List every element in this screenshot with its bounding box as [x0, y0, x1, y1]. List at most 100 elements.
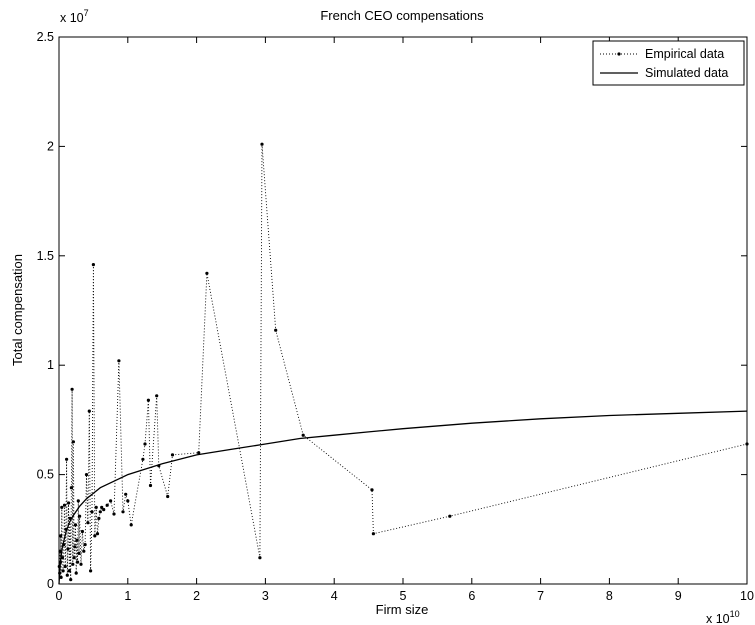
data-point-empirical: [59, 534, 63, 538]
x-tick-label: 4: [331, 589, 338, 603]
data-point-empirical: [93, 534, 97, 538]
data-point-empirical: [62, 503, 67, 507]
data-point-empirical: [68, 516, 72, 521]
y-tick-label: 1: [47, 358, 54, 372]
data-point-empirical: [94, 505, 98, 509]
data-point-empirical: [100, 505, 104, 509]
legend-label-empirical: Empirical data: [645, 47, 724, 61]
x-tick-label: 10: [740, 589, 754, 603]
series-line-simulated: [58, 410, 748, 585]
y-tick-label: 2.5: [37, 30, 54, 44]
data-point-empirical: [71, 440, 75, 444]
axis-ticks: 0 1 2 3 4 5 6 7 8 9 10 0 0.5 1 1.5 2 2.5: [37, 30, 754, 603]
x-tick-label: 9: [675, 589, 682, 603]
data-point-empirical: [84, 473, 89, 477]
data-point-empirical: [91, 263, 95, 267]
data-point-empirical: [59, 575, 63, 580]
y-tick-label: 2: [47, 139, 54, 153]
data-point-empirical: [80, 529, 84, 534]
plot-area: [58, 36, 748, 585]
data-point-empirical: [82, 549, 86, 553]
data-point-empirical: [67, 501, 71, 505]
data-point-empirical: [67, 569, 71, 573]
data-point-empirical: [112, 512, 116, 516]
data-point-empirical: [70, 387, 74, 391]
data-point-empirical: [105, 503, 109, 507]
x-tick-label: 2: [193, 589, 200, 603]
data-point-empirical: [57, 564, 61, 569]
x-tick-label: 3: [262, 589, 269, 603]
data-point-empirical: [129, 523, 133, 527]
data-point-empirical: [90, 510, 94, 514]
x-tick-label: 1: [124, 589, 131, 603]
data-point-empirical: [58, 560, 63, 564]
data-point-empirical: [448, 514, 452, 518]
data-point-empirical: [157, 464, 161, 468]
x-tick-label: 8: [606, 589, 613, 603]
data-point-empirical: [126, 499, 130, 503]
data-point-empirical: [274, 328, 278, 332]
data-point-empirical: [73, 523, 78, 527]
svg-text:x 107: x 107: [60, 8, 89, 25]
data-point-empirical: [124, 492, 128, 496]
legend-label-simulated: Simulated data: [645, 66, 728, 80]
data-point-empirical: [143, 442, 147, 446]
data-point-empirical: [258, 556, 262, 560]
data-point-empirical: [69, 578, 73, 582]
y-axis-label: Total compensation: [10, 254, 25, 366]
data-point-empirical: [60, 505, 64, 509]
series-layer: [57, 142, 749, 585]
data-point-empirical: [65, 573, 69, 577]
y-tick-label: 0: [47, 577, 54, 591]
x-tick-label: 0: [56, 589, 63, 603]
data-point-empirical: [87, 409, 91, 413]
data-point-empirical: [73, 545, 77, 549]
y-axis-exponent-label: x 107: [60, 8, 89, 25]
data-point-empirical: [260, 142, 264, 146]
x-axis-label: Firm size: [376, 602, 429, 617]
data-point-empirical: [72, 556, 76, 560]
data-point-empirical: [370, 488, 374, 492]
data-point-empirical: [98, 510, 102, 514]
data-point-empirical: [121, 510, 125, 514]
data-point-empirical: [65, 457, 69, 461]
data-point-empirical: [102, 508, 106, 512]
legend-box: [592, 40, 745, 86]
x-tick-label: 6: [468, 589, 475, 603]
data-point-empirical: [301, 433, 305, 437]
data-point-empirical: [97, 516, 101, 521]
data-point-empirical: [69, 486, 73, 490]
y-tick-label: 0.5: [37, 468, 54, 482]
data-point-empirical: [60, 556, 64, 560]
data-point-empirical: [371, 532, 375, 536]
data-point-empirical: [66, 547, 70, 551]
data-point-empirical: [117, 359, 121, 363]
data-point-empirical: [86, 521, 90, 525]
data-point-empirical: [64, 527, 68, 531]
data-point-empirical: [58, 571, 62, 575]
data-point-empirical: [197, 451, 201, 455]
data-point-empirical: [83, 543, 87, 547]
chart-title: French CEO compensations: [320, 8, 484, 23]
data-point-empirical: [71, 562, 75, 566]
data-point-empirical: [58, 549, 62, 553]
data-point-empirical: [205, 271, 209, 275]
data-point-empirical: [76, 499, 80, 503]
data-point-empirical: [166, 494, 170, 499]
legend: Empirical data Simulated data: [592, 40, 745, 86]
data-point-empirical: [109, 499, 113, 503]
series-line-empirical: [58, 144, 748, 580]
y-tick-label: 1.5: [37, 249, 54, 263]
data-point-empirical: [79, 562, 83, 566]
svg-text:x 1010: x 1010: [706, 609, 740, 625]
data-point-empirical: [95, 532, 100, 536]
legend-marker-empirical: [617, 52, 621, 56]
data-point-empirical: [141, 457, 145, 461]
data-point-empirical: [78, 514, 82, 518]
data-point-empirical: [77, 551, 81, 556]
x-axis-exponent-label: x 1010: [706, 609, 740, 625]
data-point-empirical: [146, 398, 150, 402]
data-point-empirical: [61, 569, 65, 573]
data-point-empirical: [745, 442, 749, 446]
